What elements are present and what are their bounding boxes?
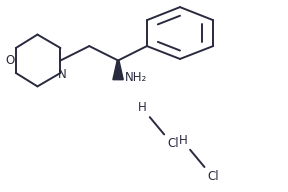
Polygon shape: [113, 60, 123, 80]
Text: Cl: Cl: [167, 137, 179, 150]
Text: O: O: [5, 54, 14, 67]
Text: N: N: [58, 68, 66, 81]
Text: H: H: [138, 101, 147, 114]
Text: Cl: Cl: [207, 170, 219, 183]
Text: NH₂: NH₂: [125, 71, 147, 84]
Text: H: H: [179, 134, 187, 147]
